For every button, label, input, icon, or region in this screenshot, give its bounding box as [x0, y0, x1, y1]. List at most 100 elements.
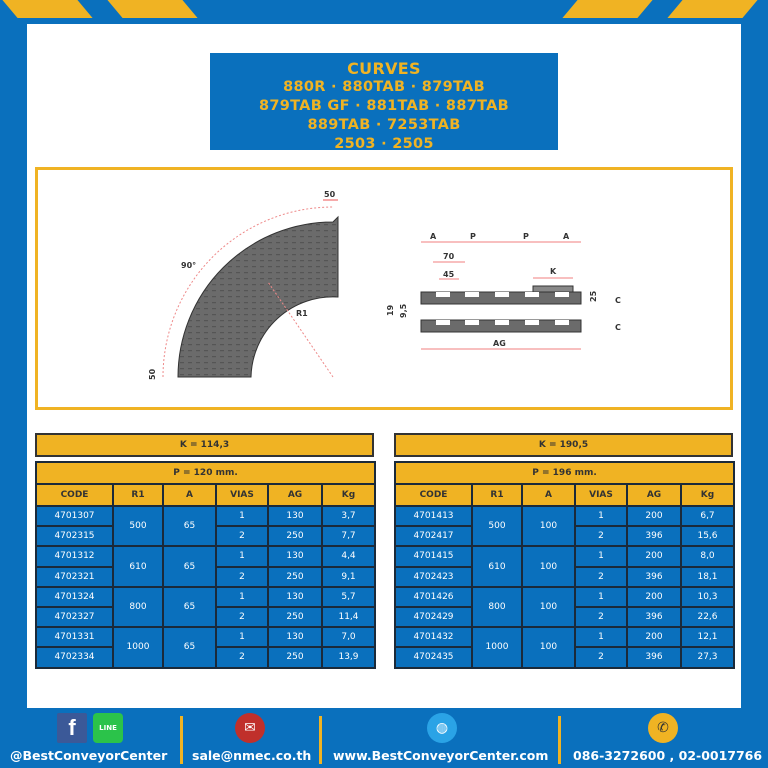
kg-cell: 18,1	[679, 565, 736, 588]
kg-cell: 12,1	[679, 626, 736, 649]
column-header: A	[521, 483, 576, 507]
a-cell: 65	[162, 585, 217, 629]
vias-cell: 1	[215, 545, 269, 568]
code-cell: 4702321	[35, 565, 114, 588]
vias-cell: 1	[215, 626, 269, 649]
dim-70: 70	[443, 252, 455, 261]
table-row: 4702315 2 250 7,7	[35, 525, 377, 548]
kg-cell: 9,1	[320, 565, 377, 588]
table-row: 4702321 2 250 9,1	[35, 565, 377, 588]
ag-cell: 200	[626, 585, 682, 608]
table-row: 4702334 2 250 13,9	[35, 646, 377, 669]
decor-stripe	[667, 0, 758, 18]
line-icon[interactable]: LINE	[93, 713, 123, 743]
table-row: 4701312 610 65 1 130 4,4	[35, 545, 377, 588]
vias-cell: 1	[574, 626, 628, 649]
ag-cell: 130	[267, 585, 323, 608]
kg-cell: 15,6	[679, 525, 736, 548]
a-cell: 100	[521, 585, 576, 629]
kg-cell: 8,0	[679, 545, 736, 568]
table-row: 4702327 2 250 11,4	[35, 605, 377, 629]
facebook-icon[interactable]: f	[57, 713, 87, 743]
column-header: CODE	[35, 483, 114, 507]
kg-cell: 22,6	[679, 605, 736, 629]
code-cell: 4701413	[394, 504, 473, 528]
ag-cell: 250	[267, 525, 323, 548]
kg-cell: 7,0	[320, 626, 377, 649]
pitch-header: P = 196 mm.	[393, 461, 736, 485]
vias-cell: 1	[574, 504, 628, 528]
title-line: CURVES	[347, 59, 421, 78]
kg-cell: 13,9	[320, 646, 377, 669]
code-cell: 4701331	[35, 626, 114, 649]
ag-cell: 250	[267, 646, 323, 669]
table-row: 4701415 610 100 1 200 8,0	[394, 545, 736, 588]
vias-cell: 1	[215, 585, 269, 608]
code-cell: 4701324	[35, 585, 114, 608]
globe-icon: ◍	[427, 713, 457, 743]
a-cell: 65	[162, 626, 217, 669]
code-cell: 4702429	[394, 605, 473, 629]
vias-cell: 2	[574, 525, 628, 548]
table-row: 4701331 1000 65 1 130 7,0	[35, 626, 377, 669]
dim-bottom: 50	[148, 368, 157, 380]
r1-cell: 610	[471, 545, 523, 588]
column-header: VIAS	[574, 483, 628, 507]
dim-radius: R1	[296, 309, 308, 318]
code-cell: 4702417	[394, 525, 473, 548]
page-title: CURVES 880R · 880TAB · 879TAB 879TAB GF …	[210, 53, 558, 152]
code-cell: 4702327	[35, 605, 114, 629]
decor-stripe	[107, 0, 198, 18]
ag-cell: 200	[626, 504, 682, 528]
ag-cell: 396	[626, 565, 682, 588]
ag-cell: 200	[626, 545, 682, 568]
vias-cell: 2	[215, 525, 269, 548]
ag-cell: 396	[626, 605, 682, 629]
kg-cell: 4,4	[320, 545, 377, 568]
spec-table: P = 120 mm. CODE R1 A VIAS AG Kg 4701307 500 65 1 1…	[34, 461, 377, 669]
dim-k: K	[550, 267, 557, 276]
vias-cell: 2	[574, 605, 628, 629]
code-cell: 4702423	[394, 565, 473, 588]
code-cell: 4701312	[35, 545, 114, 568]
ag-cell: 200	[626, 626, 682, 649]
phone-numbers[interactable]: 086-3272600 , 02-0017766	[573, 748, 763, 763]
ag-cell: 396	[626, 646, 682, 669]
code-cell: 4701426	[394, 585, 473, 608]
table-row: 4702417 2 396 15,6	[394, 525, 736, 548]
table-row: 4702429 2 396 22,6	[394, 605, 736, 629]
ag-cell: 130	[267, 626, 323, 649]
divider	[180, 716, 183, 764]
table-row: 4702435 2 396 27,3	[394, 646, 736, 669]
r1-cell: 500	[471, 504, 523, 548]
decor-stripe	[562, 0, 653, 18]
r1-cell: 1000	[112, 626, 164, 669]
column-header: CODE	[394, 483, 473, 507]
website-link[interactable]: www.BestConveyorCenter.com	[333, 748, 549, 763]
a-cell: 100	[521, 626, 576, 669]
column-header: AG	[267, 483, 323, 507]
mail-icon: ✉	[235, 713, 265, 743]
r1-cell: 610	[112, 545, 164, 588]
k-value-bar: K = 190,5	[394, 433, 733, 457]
vias-cell: 2	[215, 605, 269, 629]
table-row: 4701432 1000 100 1 200 12,1	[394, 626, 736, 669]
r1-cell: 500	[112, 504, 164, 548]
dim-c2: C	[615, 323, 621, 332]
a-cell: 100	[521, 504, 576, 548]
title-line: 2503 · 2505	[334, 136, 434, 152]
dim-p1: P	[470, 232, 476, 241]
kg-cell: 5,7	[320, 585, 377, 608]
kg-cell: 10,3	[679, 585, 736, 608]
table-row: 4701324 800 65 1 130 5,7	[35, 585, 377, 629]
dim-c1: C	[615, 296, 621, 305]
social-handle[interactable]: @BestConveyorCenter	[10, 748, 168, 763]
spec-table: P = 196 mm. CODE R1 A VIAS AG Kg 4701413 500 100 1…	[393, 461, 736, 669]
email-link[interactable]: sale@nmec.co.th	[192, 748, 312, 763]
vias-cell: 1	[574, 585, 628, 608]
dim-ag: AG	[493, 339, 506, 348]
vias-cell: 2	[215, 646, 269, 669]
column-header: AG	[626, 483, 682, 507]
vias-cell: 1	[574, 545, 628, 568]
column-header: VIAS	[215, 483, 269, 507]
